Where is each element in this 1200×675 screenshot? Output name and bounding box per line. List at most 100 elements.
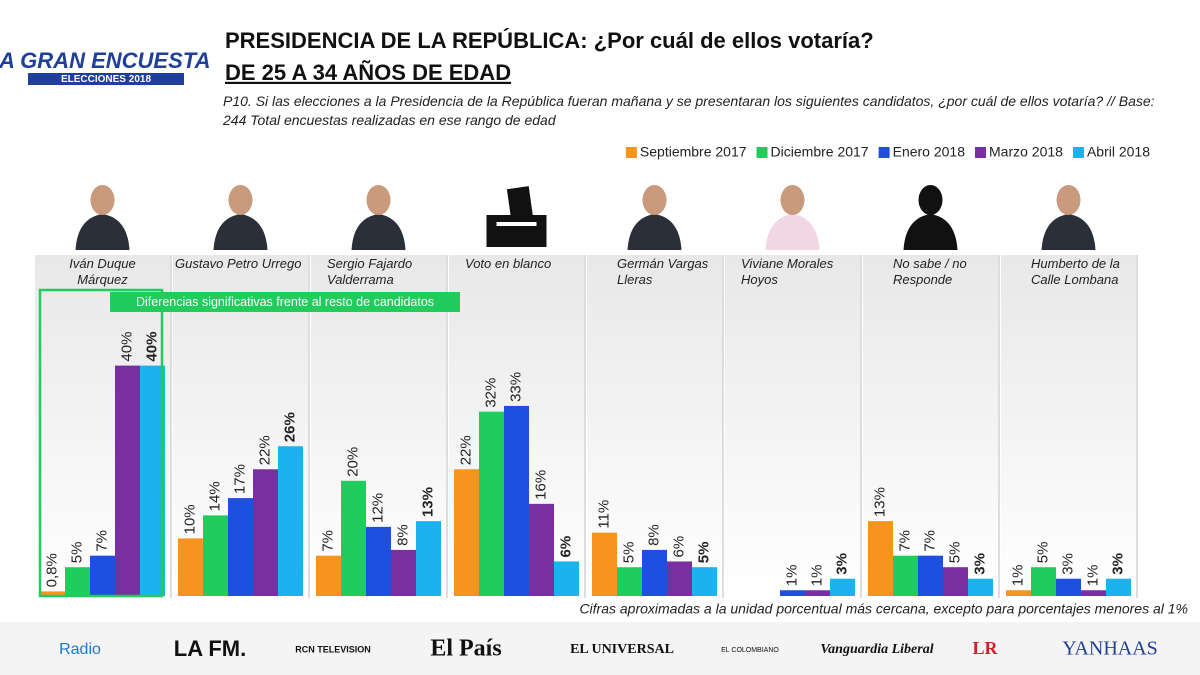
bar [40, 591, 65, 596]
value-label: 22% [457, 435, 474, 465]
question: P10. Si las elecciones a la Presidencia … [223, 93, 1155, 128]
value-label: 5% [620, 542, 637, 564]
value-label: 5% [946, 542, 963, 564]
bar [1106, 578, 1131, 596]
category-label: No sabe / no Responde [893, 256, 967, 287]
value-label: 6% [670, 536, 687, 558]
value-label: 8% [645, 524, 662, 546]
value-label: 13% [871, 487, 888, 517]
value-label: 3% [1059, 553, 1076, 575]
bar [667, 561, 692, 596]
value-label: 5% [695, 542, 712, 564]
person-body [903, 214, 958, 250]
category-label: Viviane Morales Hoyos [741, 256, 834, 287]
bar [416, 521, 441, 596]
value-label: 1% [783, 565, 800, 587]
category-label-box: Viviane Morales Hoyos [741, 256, 834, 287]
bar [341, 480, 366, 596]
ballot-paper [506, 186, 533, 219]
category-label: Gustavo Petro Urrego [175, 256, 302, 271]
media-logo: YANHAAS [1062, 638, 1158, 660]
category-label: Sergio Fajardo Valderrama [327, 256, 413, 287]
value-label: 12% [369, 493, 386, 523]
category-label-box: Germán Vargas Lleras [617, 256, 708, 287]
person-body [627, 214, 682, 250]
category-label-box: Humberto de la Calle Lombana [1031, 256, 1120, 287]
value-label: 33% [507, 372, 524, 402]
value-label: 7% [896, 530, 913, 552]
ballot-slot [496, 222, 537, 226]
bar [805, 590, 830, 596]
category-label: Humberto de la Calle Lombana [1031, 256, 1120, 287]
media-logo: RCN TELEVISION [295, 644, 371, 654]
legend-label: Marzo 2018 [989, 144, 1063, 160]
category-label: Iván Duque Márquez [69, 256, 136, 287]
bar [968, 578, 993, 596]
media-logo: Vanguardia Liberal [820, 642, 933, 657]
legend-label: Diciembre 2017 [771, 144, 869, 160]
value-label: 22% [256, 435, 273, 465]
bar [504, 405, 529, 596]
media-logo: Radio [59, 641, 101, 658]
annotation: Diferencias significativas frente al res… [136, 295, 434, 309]
category-label-box: Voto en blanco [465, 256, 551, 271]
person-head [780, 185, 805, 215]
legend-swatch [756, 147, 768, 158]
value-label: 3% [1109, 553, 1126, 575]
person-head [918, 185, 943, 215]
bar [203, 515, 228, 596]
category-label-box: Sergio Fajardo Valderrama [327, 256, 413, 287]
subtitle: DE 25 A 34 AÑOS DE EDAD [225, 60, 511, 85]
bar [479, 411, 504, 596]
question-box: P10. Si las elecciones a la Presidencia … [223, 93, 1155, 128]
bar [692, 567, 717, 596]
value-label: 40% [143, 332, 160, 362]
value-label: 5% [68, 542, 85, 564]
value-label: 0,8% [43, 553, 60, 587]
bar [278, 446, 303, 596]
footnote: Cifras aproximadas a la unidad porcentua… [579, 601, 1188, 617]
person-body [351, 214, 406, 250]
bar [868, 521, 893, 596]
title: PRESIDENCIA DE LA REPÚBLICA: ¿Por cuál d… [225, 28, 874, 53]
logo-top: LA GRAN ENCUESTA [0, 48, 210, 73]
bar [830, 578, 855, 596]
logo-band [28, 73, 184, 85]
person-body [765, 214, 820, 250]
value-label: 11% [595, 500, 612, 529]
media-logo: LA FM. [174, 636, 247, 661]
value-label: 10% [181, 504, 198, 534]
bar [228, 498, 253, 596]
person-body [1041, 214, 1096, 250]
legend-label: Septiembre 2017 [640, 144, 747, 160]
value-label: 13% [419, 487, 436, 517]
legend-swatch [1072, 147, 1084, 158]
media-logo: El País [430, 636, 501, 662]
person-head [228, 185, 253, 215]
legend-label: Enero 2018 [893, 144, 966, 160]
bar [1056, 578, 1081, 596]
bar [316, 555, 341, 596]
logo-bottom: ELECCIONES 2018 [61, 74, 151, 85]
value-label: 6% [557, 536, 574, 558]
logo-strip [0, 622, 1200, 675]
bar [454, 469, 479, 596]
bar [943, 567, 968, 596]
bar [554, 561, 579, 596]
value-label: 7% [93, 530, 110, 552]
panel [725, 255, 860, 598]
value-label: 14% [206, 481, 223, 511]
category-label-box: No sabe / no Responde [893, 256, 967, 287]
value-label: 40% [118, 332, 135, 362]
person-body [213, 214, 268, 250]
bar [529, 503, 554, 596]
bar [366, 526, 391, 596]
media-logo: EL UNIVERSAL [570, 642, 674, 657]
media-logo: EL COLOMBIANO [721, 647, 779, 654]
bar [592, 532, 617, 596]
person-body [75, 214, 130, 250]
bar [253, 469, 278, 596]
bar [178, 538, 203, 596]
bar [918, 555, 943, 596]
